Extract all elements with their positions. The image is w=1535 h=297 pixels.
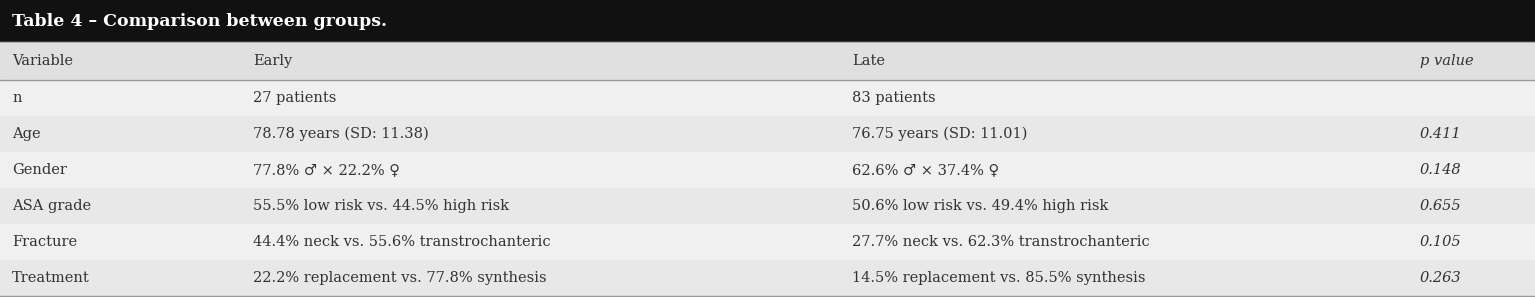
Text: 0.263: 0.263 <box>1420 271 1461 285</box>
Text: 44.4% neck vs. 55.6% transtrochanteric: 44.4% neck vs. 55.6% transtrochanteric <box>253 235 551 249</box>
Text: 14.5% replacement vs. 85.5% synthesis: 14.5% replacement vs. 85.5% synthesis <box>852 271 1145 285</box>
Text: 83 patients: 83 patients <box>852 91 935 105</box>
Text: 0.411: 0.411 <box>1420 127 1461 141</box>
Text: 0.655: 0.655 <box>1420 199 1461 213</box>
Bar <box>0 80 1535 116</box>
Text: 0.105: 0.105 <box>1420 235 1461 249</box>
Text: 50.6% low risk vs. 49.4% high risk: 50.6% low risk vs. 49.4% high risk <box>852 199 1108 213</box>
Text: Fracture: Fracture <box>12 235 77 249</box>
Bar <box>0 224 1535 260</box>
Text: p value: p value <box>1420 54 1474 68</box>
Text: 22.2% replacement vs. 77.8% synthesis: 22.2% replacement vs. 77.8% synthesis <box>253 271 546 285</box>
Text: Early: Early <box>253 54 293 68</box>
Text: 62.6% ♂ × 37.4% ♀: 62.6% ♂ × 37.4% ♀ <box>852 163 999 177</box>
Text: 27.7% neck vs. 62.3% transtrochanteric: 27.7% neck vs. 62.3% transtrochanteric <box>852 235 1150 249</box>
Text: Late: Late <box>852 54 884 68</box>
Bar <box>0 188 1535 224</box>
Text: n: n <box>12 91 21 105</box>
Text: Age: Age <box>12 127 41 141</box>
Bar <box>0 116 1535 152</box>
Text: 0.148: 0.148 <box>1420 163 1461 177</box>
Bar <box>0 152 1535 188</box>
Text: 55.5% low risk vs. 44.5% high risk: 55.5% low risk vs. 44.5% high risk <box>253 199 510 213</box>
Text: 78.78 years (SD: 11.38): 78.78 years (SD: 11.38) <box>253 127 428 141</box>
Text: 77.8% ♂ × 22.2% ♀: 77.8% ♂ × 22.2% ♀ <box>253 163 401 177</box>
Text: 76.75 years (SD: 11.01): 76.75 years (SD: 11.01) <box>852 127 1027 141</box>
Bar <box>0 42 1535 80</box>
Text: Variable: Variable <box>12 54 74 68</box>
Text: Gender: Gender <box>12 163 68 177</box>
Text: ASA grade: ASA grade <box>12 199 92 213</box>
Text: Treatment: Treatment <box>12 271 91 285</box>
Text: 27 patients: 27 patients <box>253 91 336 105</box>
Text: Table 4 – Comparison between groups.: Table 4 – Comparison between groups. <box>12 12 387 29</box>
Bar <box>0 260 1535 296</box>
Bar <box>0 0 1535 42</box>
